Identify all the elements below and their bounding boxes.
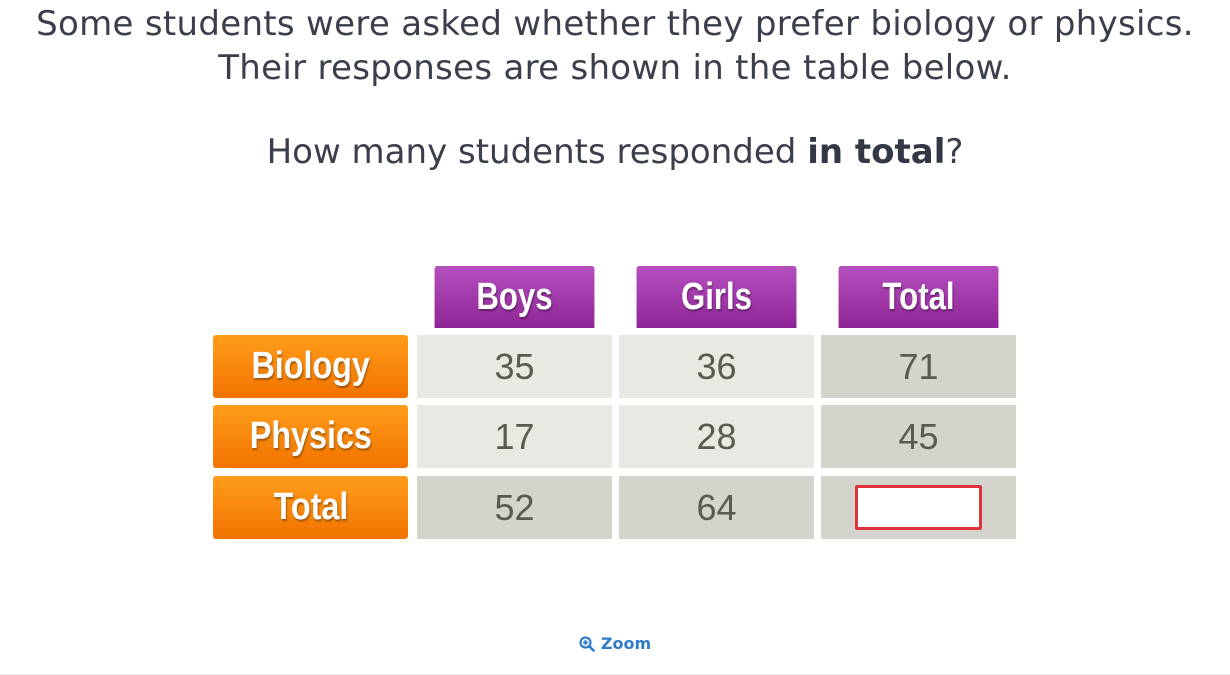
cell-biology-boys: 35 [417,335,612,398]
prompt-end: ? [945,132,964,172]
question-text: Some students were asked whether they pr… [0,2,1230,90]
cell-total-girls: 64 [619,476,814,539]
cell-physics-girls: 28 [619,405,814,468]
zoom-label: Zoom [600,634,652,653]
prompt-start: How many students responded [266,132,808,172]
zoom-button[interactable]: Zoom [0,634,1230,656]
cell-physics-boys: 17 [417,405,612,468]
cell-total-boys: 52 [417,476,612,539]
row-header-biology: Biology [213,335,408,398]
zoom-in-icon [579,636,595,656]
column-header-girls: Girls [636,266,797,328]
answer-input-box[interactable] [855,485,982,530]
prompt-emphasis: in total [807,132,946,172]
cell-biology-girls: 36 [619,335,814,398]
row-header-total: Total [213,476,408,539]
question-line-2: Their responses are shown in the table b… [218,48,1012,88]
column-header-total: Total [838,266,999,328]
question-line-1: Some students were asked whether they pr… [36,4,1194,44]
cell-biology-total: 71 [821,335,1016,398]
column-header-boys: Boys [434,266,595,328]
cell-physics-total: 45 [821,405,1016,468]
question-prompt: How many students responded in total? [0,130,1230,174]
row-header-physics: Physics [213,405,408,468]
